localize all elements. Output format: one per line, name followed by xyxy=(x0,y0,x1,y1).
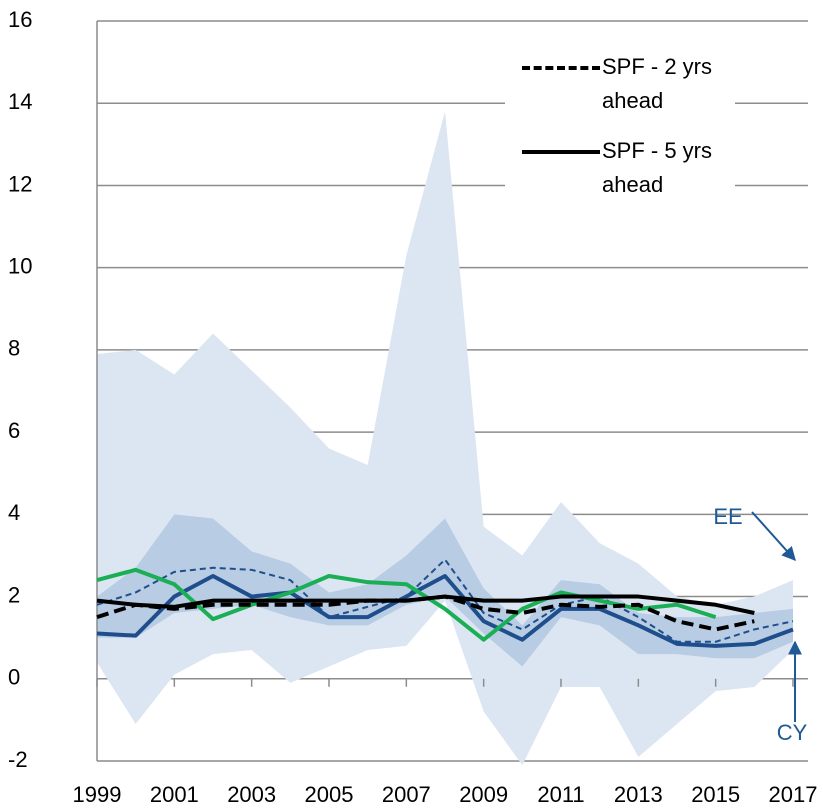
legend-label: SPF - 2 yrs ahead xyxy=(602,54,713,113)
legend-item: SPF - 2 yrs ahead xyxy=(505,50,735,130)
x-tick-label: 2015 xyxy=(691,782,740,807)
y-tick-label: -2 xyxy=(8,747,28,772)
y-tick-label: 2 xyxy=(8,582,20,607)
y-tick-label: 14 xyxy=(8,89,32,114)
legend-swatch xyxy=(522,150,600,154)
y-tick-label: 6 xyxy=(8,418,20,443)
x-tick-label: 1999 xyxy=(73,782,122,807)
annotation-arrow xyxy=(751,511,796,562)
x-tick-label: 2001 xyxy=(150,782,199,807)
y-tick-label: 8 xyxy=(8,336,20,361)
y-tick-label: 4 xyxy=(8,500,20,525)
x-tick-label: 2005 xyxy=(305,782,354,807)
legend-swatch xyxy=(522,66,600,70)
y-tick-label: 16 xyxy=(8,7,32,32)
x-tick-label: 2013 xyxy=(614,782,663,807)
x-tick-label: 2003 xyxy=(227,782,276,807)
y-tick-label: 10 xyxy=(8,253,32,278)
series-line xyxy=(96,567,717,642)
series-line xyxy=(96,574,794,648)
x-tick-label: 2007 xyxy=(382,782,431,807)
x-tick-label: 2011 xyxy=(537,782,584,807)
annotation: EE xyxy=(713,504,742,529)
x-tick-label: 2009 xyxy=(459,782,508,807)
range-band xyxy=(97,514,793,667)
y-tick-label: 0 xyxy=(8,665,20,690)
series-line xyxy=(96,558,794,643)
y-tick-label: 12 xyxy=(8,171,32,196)
legend-item: SPF - 5 yrs ahead xyxy=(505,134,735,214)
legend-label: SPF - 5 yrs ahead xyxy=(602,138,713,197)
legend: SPF - 2 yrs ahead SPF - 5 yrs ahead xyxy=(505,50,735,218)
x-tick-label: 2017 xyxy=(769,782,818,807)
annotation: CY xyxy=(777,720,808,745)
series-line xyxy=(96,594,755,615)
